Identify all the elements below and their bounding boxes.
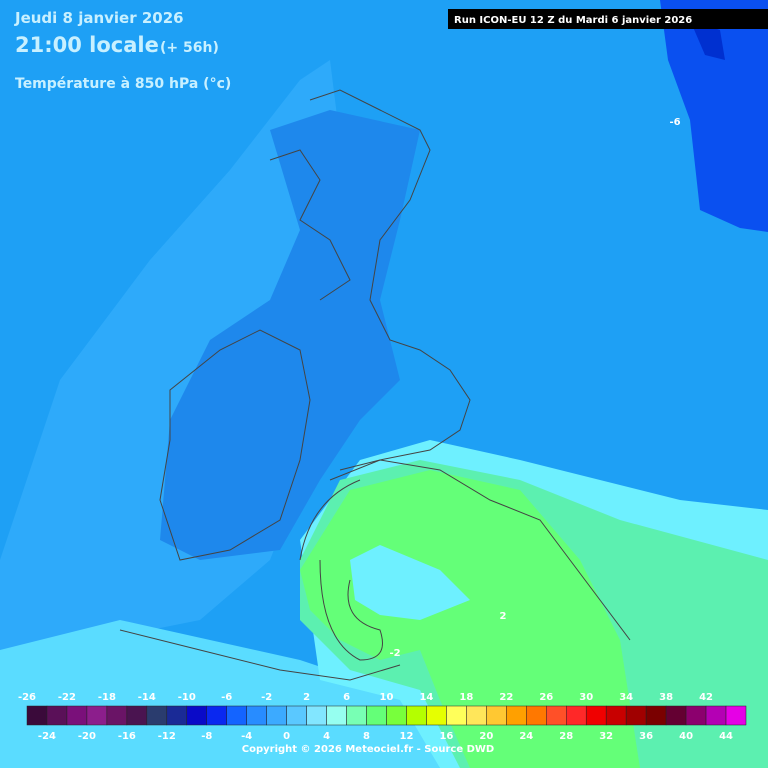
- legend-label: -6: [221, 692, 232, 703]
- legend-label: -20: [78, 731, 96, 742]
- legend-cell: [186, 705, 207, 726]
- legend-label: 4: [323, 731, 330, 742]
- legend-label: 38: [659, 692, 673, 703]
- legend-cell: [206, 705, 227, 726]
- variable: Température à 850 hPa (°c): [15, 76, 231, 92]
- legend-cell: [266, 705, 287, 726]
- legend-cell: [685, 705, 707, 726]
- legend-label: -4: [241, 731, 252, 742]
- legend-cell: [725, 705, 747, 726]
- coastline: [329, 459, 631, 641]
- legend-cell: [486, 705, 507, 726]
- legend: -26-24-22-20-18-16-14-12-10-8-6-4-202468…: [18, 692, 747, 742]
- legend-label: 2: [303, 692, 310, 703]
- legend-label: 26: [539, 692, 553, 703]
- legend-label: 6: [343, 692, 350, 703]
- legend-cell: [286, 705, 307, 726]
- legend-cell: [46, 705, 68, 726]
- legend-label: -10: [178, 692, 196, 703]
- legend-cell: [86, 705, 108, 726]
- legend-label: 40: [679, 731, 693, 742]
- legend-label: 18: [459, 692, 473, 703]
- temperature-zone: [660, 0, 768, 232]
- time: 21:00 locale: [15, 33, 159, 57]
- legend-cell: [625, 705, 647, 726]
- temperature-zone: [300, 470, 640, 768]
- legend-label: -14: [138, 692, 156, 703]
- lead-time: (+ 56h): [160, 40, 219, 56]
- legend-cell: [346, 705, 367, 726]
- legend-label: 30: [579, 692, 593, 703]
- contour-label: 2: [500, 611, 507, 622]
- legend-cell: [426, 705, 447, 726]
- legend-cell: [406, 705, 427, 726]
- legend-label: 32: [599, 731, 613, 742]
- legend-label: -16: [118, 731, 136, 742]
- legend-cell: [66, 705, 88, 726]
- legend-cell: [166, 705, 188, 726]
- legend-cell: [126, 705, 148, 726]
- legend-cell: [306, 705, 327, 726]
- legend-cell: [645, 705, 667, 726]
- legend-cell: [665, 705, 687, 726]
- date: Jeudi 8 janvier 2026: [14, 9, 184, 27]
- legend-label: 14: [419, 692, 433, 703]
- legend-label: 24: [519, 731, 533, 742]
- legend-label: 22: [499, 692, 513, 703]
- isotherm: [299, 479, 383, 661]
- legend-cell: [585, 705, 607, 726]
- copyright: Copyright © 2026 Meteociel.fr - Source D…: [242, 744, 494, 755]
- legend-label: -26: [18, 692, 36, 703]
- legend-label: 36: [639, 731, 653, 742]
- legend-label: -22: [58, 692, 76, 703]
- legend-label: 16: [439, 731, 453, 742]
- legend-cell: [506, 705, 527, 726]
- temperature-zone: [690, 20, 725, 60]
- legend-cell: [526, 705, 547, 726]
- legend-label: 12: [400, 731, 414, 742]
- legend-cell: [226, 705, 247, 726]
- legend-cell: [705, 705, 727, 726]
- legend-cell: [106, 705, 128, 726]
- legend-cell: [386, 705, 407, 726]
- temperature-zone: [0, 620, 440, 768]
- run-info: Run ICON-EU 12 Z du Mardi 6 janvier 2026: [454, 15, 692, 26]
- legend-label: -24: [38, 731, 56, 742]
- legend-label: 28: [559, 731, 573, 742]
- legend-cell: [546, 705, 567, 726]
- legend-label: 10: [380, 692, 394, 703]
- legend-cell: [466, 705, 487, 726]
- legend-label: 0: [283, 731, 290, 742]
- legend-label: 44: [719, 731, 733, 742]
- coastline: [159, 329, 311, 561]
- legend-cell: [566, 705, 587, 726]
- legend-cell: [26, 705, 48, 726]
- legend-cell: [146, 705, 168, 726]
- temperature-zone: [160, 110, 420, 560]
- coastline: [309, 89, 471, 471]
- legend-label: -8: [201, 731, 212, 742]
- contour-label: -6: [669, 117, 680, 128]
- legend-cell: [605, 705, 627, 726]
- temperature-zone: [350, 545, 470, 620]
- legend-label: -2: [261, 692, 272, 703]
- legend-cell: [326, 705, 347, 726]
- run-box: [448, 9, 768, 29]
- legend-label: -12: [158, 731, 176, 742]
- legend-label: 34: [619, 692, 633, 703]
- contour-label: -2: [389, 648, 400, 659]
- legend-cell: [246, 705, 267, 726]
- coastline: [119, 629, 401, 681]
- legend-label: 8: [363, 731, 370, 742]
- legend-label: 20: [479, 731, 493, 742]
- legend-cell: [446, 705, 467, 726]
- legend-cell: [366, 705, 387, 726]
- legend-label: -18: [98, 692, 116, 703]
- coastline: [269, 149, 351, 301]
- legend-label: 42: [699, 692, 713, 703]
